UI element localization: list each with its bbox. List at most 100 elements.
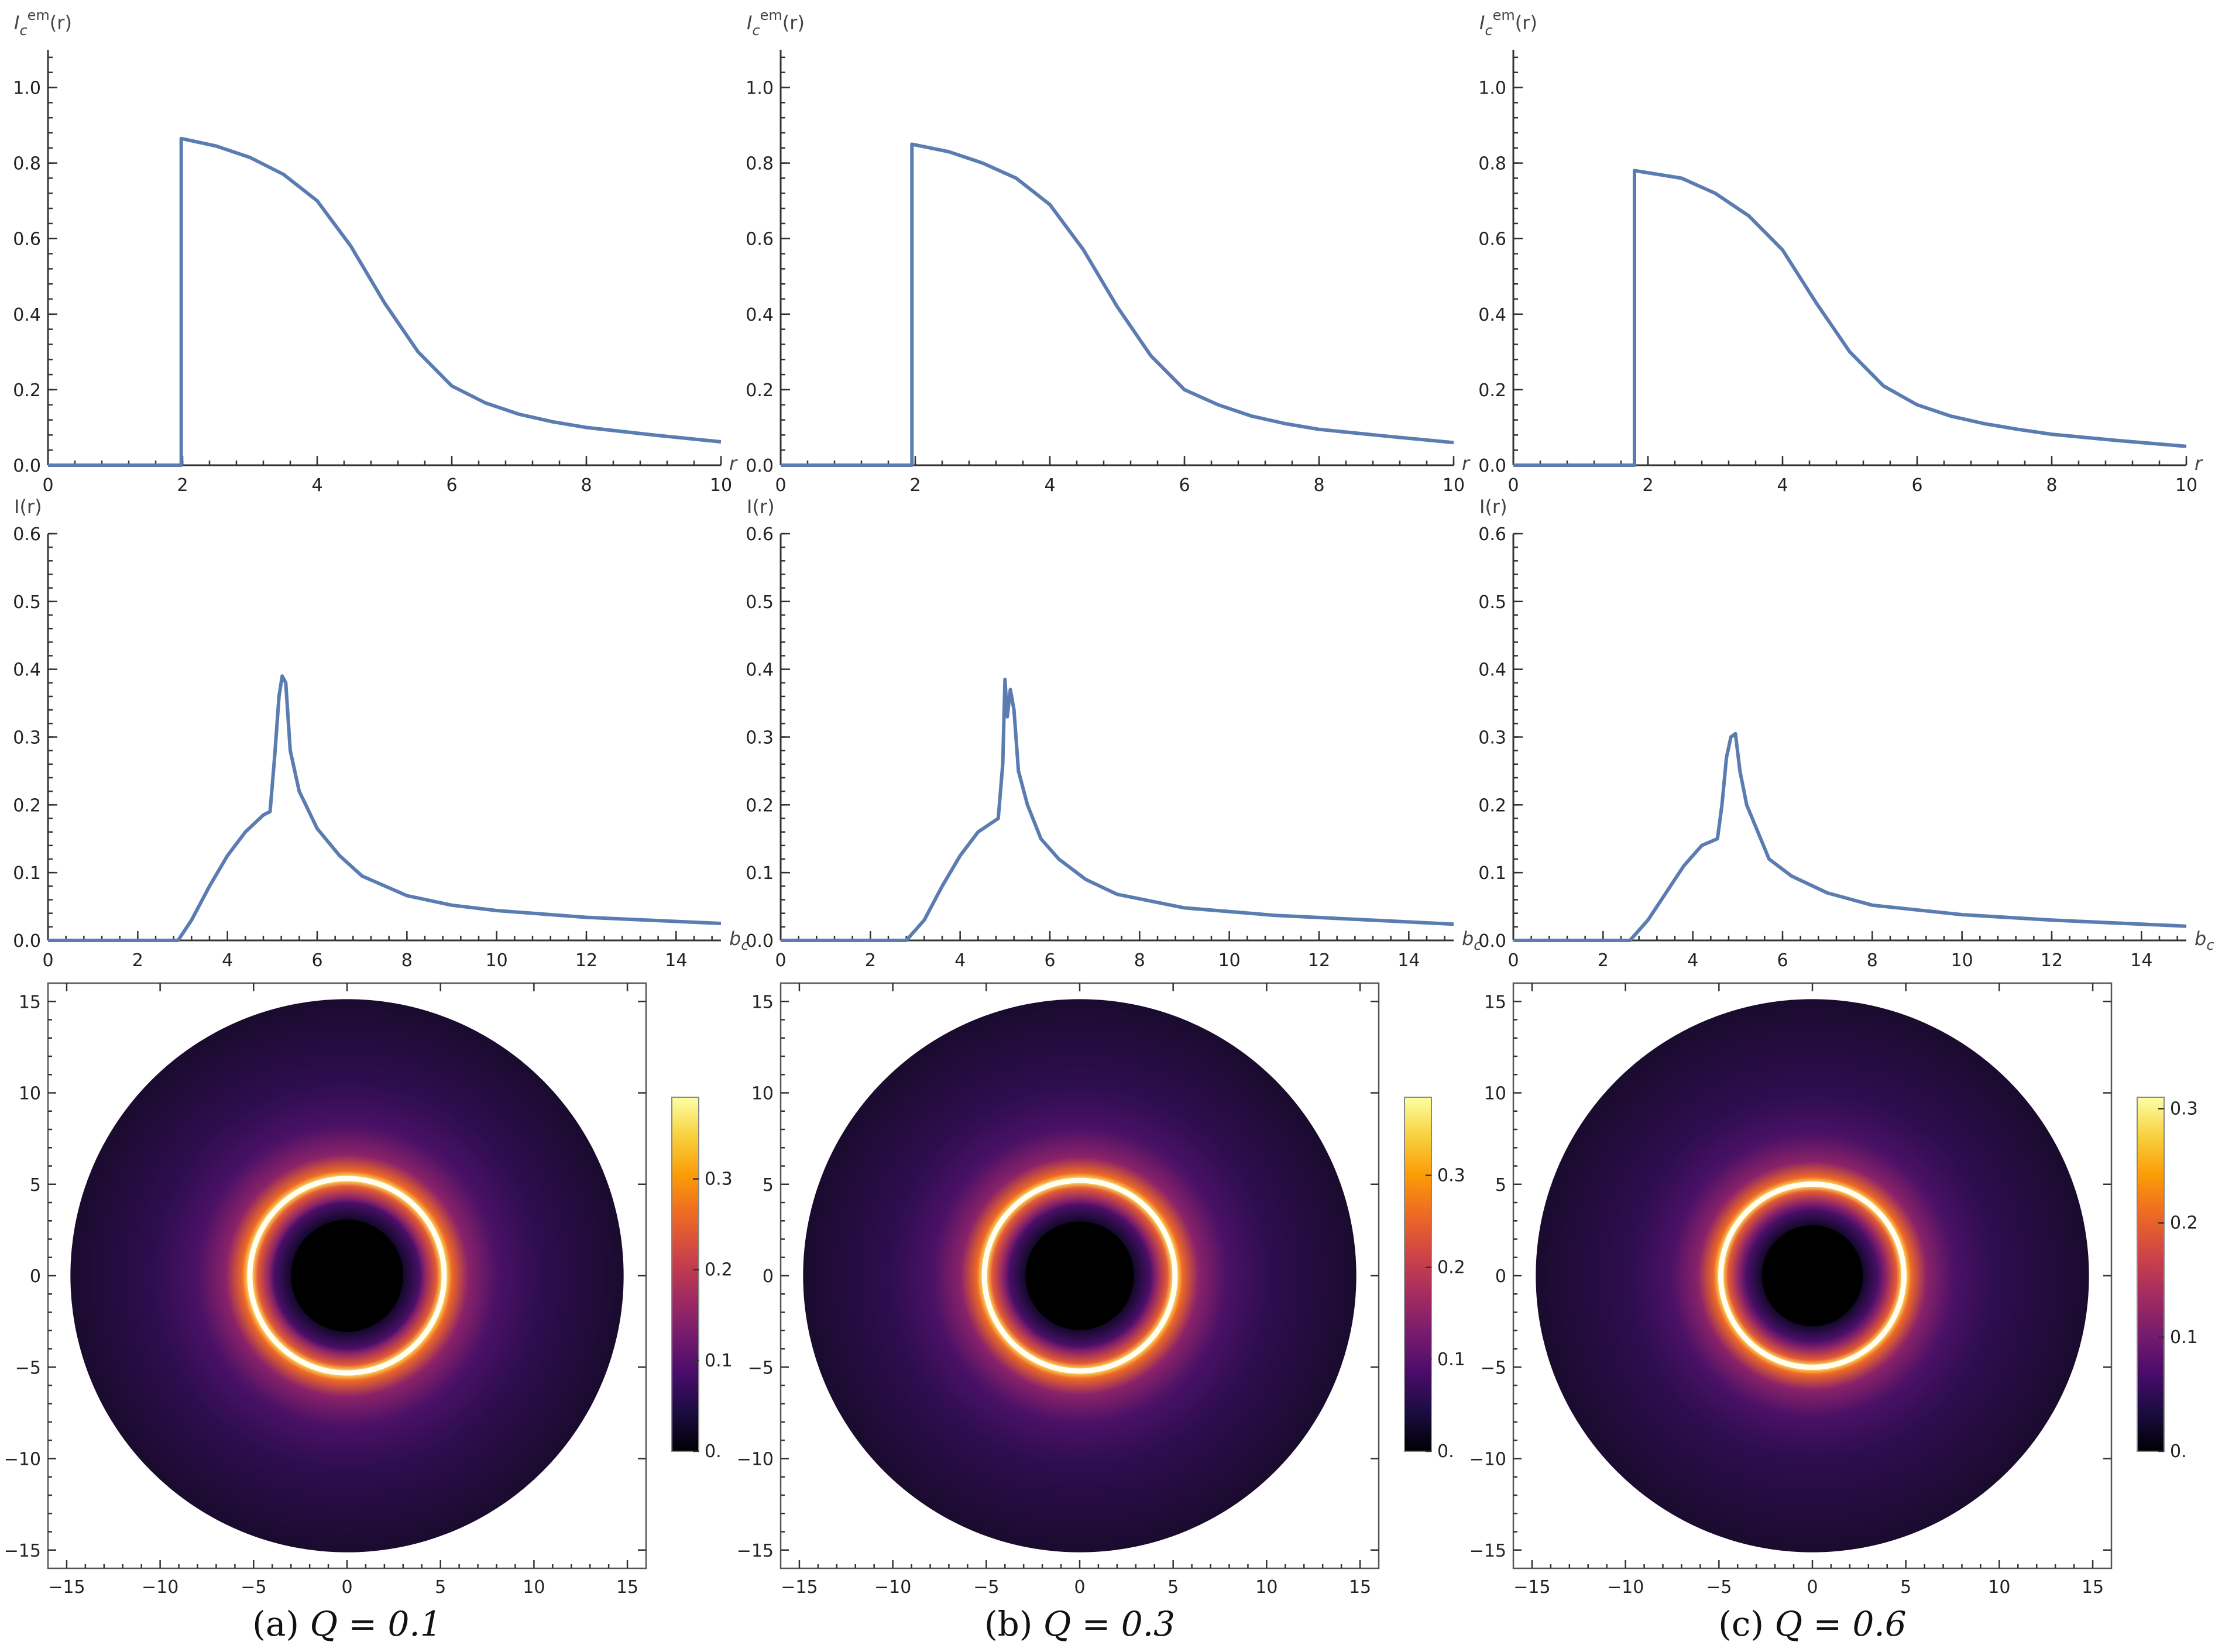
y-tick-label: 0.3 [13, 728, 41, 748]
y-tick-label: 0.4 [1478, 660, 1506, 681]
x-tick-label: 8 [581, 475, 592, 496]
y-tick-label: 0.4 [13, 660, 41, 681]
y-tick-label: 10 [1484, 1084, 1506, 1104]
x-tick-label: 12 [1308, 950, 1330, 971]
y-axis-label: Icem(r) [747, 7, 805, 39]
x-tick-label: 8 [1134, 950, 1145, 971]
y-tick-label: −15 [4, 1541, 41, 1561]
image-plot-c: −15 −15 −10 −10 −5 −5 0 0 5 5 10 10 15 15 0. 0.1 0.2 0.3 [1469, 982, 2198, 1598]
photon-ring [981, 1177, 1178, 1374]
colorbar-gradient [2137, 1097, 2165, 1452]
y-tick-label: 0.5 [746, 592, 774, 613]
colorbar-a: 0. 0.1 0.2 0.3 [671, 1097, 733, 1462]
y-tick-label: 0.6 [13, 524, 41, 545]
x-tick-label: −10 [874, 1577, 911, 1598]
y-tick-label: 5 [763, 1175, 774, 1196]
caption-prefix: (c) [1718, 1604, 1774, 1644]
x-tick-label: 6 [1777, 950, 1788, 971]
y-tick-label: 0 [1495, 1266, 1506, 1287]
y-tick-label: 0.6 [13, 229, 41, 250]
y-tick-label: −10 [4, 1450, 41, 1470]
x-tick-label: 4 [222, 950, 233, 971]
y-tick-label: −5 [15, 1358, 41, 1378]
black-hole-shadow [1025, 1221, 1134, 1330]
curve-emission-c [1513, 169, 2187, 467]
y-tick-label: 1.0 [746, 78, 774, 99]
black-hole-shadow [1761, 1225, 1863, 1327]
x-tick-label: 6 [1179, 475, 1190, 496]
colorbar-tick-label: 0. [2170, 1441, 2187, 1462]
y-tick-label: 1.0 [13, 78, 41, 99]
x-tick-label: 14 [2130, 950, 2152, 971]
x-tick-label: 8 [2046, 475, 2057, 496]
y-tick-label: 0.0 [746, 456, 774, 476]
caption-text: Q = 0.3 [1043, 1604, 1175, 1644]
x-tick-label: 10 [1443, 475, 1465, 496]
intensity-plot-a: 0.0 0.1 0.2 0.3 0.4 0.5 0.6 0 2 4 6 8 10 12 14 I(r) bc [13, 496, 748, 971]
x-tick-label: 10 [486, 950, 508, 971]
colorbar-tick-label: 0.1 [2170, 1327, 2198, 1348]
colorbar-tick-label: 0.3 [1437, 1166, 1465, 1186]
y-tick-label: 0.6 [1478, 524, 1506, 545]
curve-intensity-b [781, 678, 1454, 942]
y-tick-label: 0.2 [746, 795, 774, 816]
colorbar-gradient [671, 1097, 699, 1452]
y-tick-label: −5 [1481, 1358, 1506, 1378]
y-tick-label: 15 [751, 992, 774, 1012]
photon-ring [1718, 1182, 1907, 1370]
y-tick-label: 10 [751, 1084, 774, 1104]
x-tick-label: 10 [1255, 1577, 1278, 1598]
colorbar-tick-label: 0. [705, 1441, 722, 1462]
y-tick-label: 15 [1484, 992, 1506, 1012]
y-tick-label: 0.2 [1478, 380, 1506, 401]
x-tick-label: 8 [1867, 950, 1878, 971]
y-tick-label: 0.2 [13, 795, 41, 816]
y-axis-label: I(r) [1479, 496, 1507, 518]
y-tick-label: −10 [737, 1450, 774, 1470]
emission-plot-b: 0.0 0.2 0.4 0.6 0.8 1.0 0 2 4 6 8 10 Icem(r) r [746, 7, 1471, 496]
x-tick-label: 10 [2175, 475, 2197, 496]
x-tick-label: −5 [973, 1577, 999, 1598]
y-axis-label: Icem(r) [1479, 7, 1537, 39]
caption-text: Q = 0.1 [310, 1604, 442, 1644]
x-axis-label: r [1462, 452, 1471, 475]
x-tick-label: 2 [1642, 475, 1653, 496]
x-tick-label: 0 [775, 475, 786, 496]
x-tick-label: 6 [311, 950, 322, 971]
x-tick-label: 4 [311, 475, 322, 496]
panel-caption-a: (a) Q = 0.1 [252, 1604, 442, 1644]
y-tick-label: 0.0 [13, 456, 41, 476]
y-tick-label: 0.5 [1478, 592, 1506, 613]
emission-plot-c: 0.0 0.2 0.4 0.6 0.8 1.0 0 2 4 6 8 10 Icem(r) r [1478, 7, 2203, 496]
colorbar-tick-label: 0.2 [705, 1260, 733, 1280]
panel-caption-b: (b) Q = 0.3 [984, 1604, 1175, 1644]
x-tick-label: 4 [1687, 950, 1698, 971]
x-tick-label: 0 [1074, 1577, 1085, 1598]
y-tick-label: 0.8 [13, 154, 41, 174]
y-tick-label: 0.1 [1478, 863, 1506, 884]
colorbar-c: 0. 0.1 0.2 0.3 [2137, 1097, 2198, 1462]
y-tick-label: 0.8 [746, 154, 774, 174]
x-tick-label: 10 [523, 1577, 545, 1598]
y-tick-label: 0.4 [1478, 305, 1506, 325]
y-tick-label: −5 [748, 1358, 774, 1378]
x-tick-label: 5 [435, 1577, 446, 1598]
emission-plot-a: 0.0 0.2 0.4 0.6 0.8 1.0 0 2 4 6 8 10 Icem(r) r [13, 7, 738, 496]
y-tick-label: 5 [1495, 1175, 1506, 1196]
x-tick-label: 2 [1598, 950, 1609, 971]
x-tick-label: 14 [1397, 950, 1420, 971]
y-axis-label: I(r) [14, 496, 42, 518]
colorbar-tick-label: 0.2 [1437, 1258, 1465, 1278]
y-tick-label: 0 [763, 1266, 774, 1287]
colorbar-b: 0. 0.1 0.2 0.3 [1404, 1097, 1465, 1462]
y-tick-label: −15 [1469, 1541, 1506, 1561]
x-tick-label: 14 [665, 950, 687, 971]
x-tick-label: −5 [1706, 1577, 1732, 1598]
x-tick-label: 2 [865, 950, 876, 971]
x-axis-label: bc [729, 928, 749, 953]
x-tick-label: 12 [2041, 950, 2063, 971]
y-tick-label: 0.0 [1478, 456, 1506, 476]
x-tick-label: 0 [42, 475, 53, 496]
colorbar-tick-label: 0.2 [2170, 1213, 2198, 1234]
